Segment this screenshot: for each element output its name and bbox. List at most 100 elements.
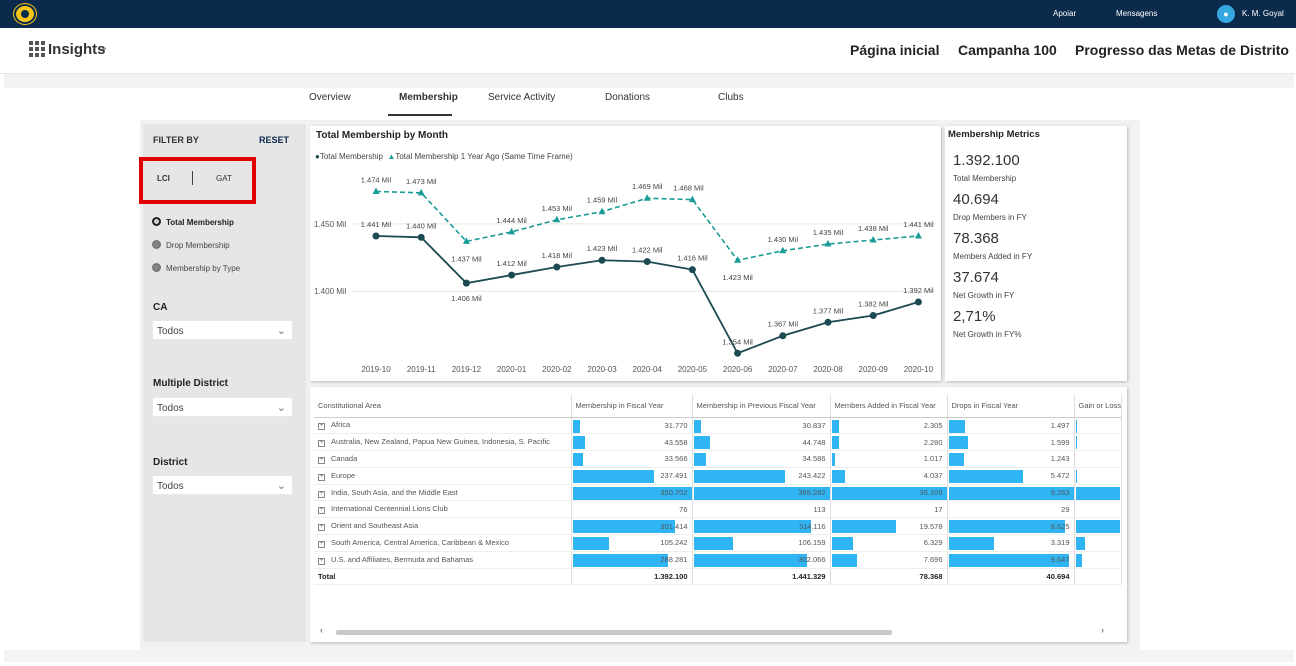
table-cell: 2.305 — [830, 417, 948, 435]
membership-chart-card: Total Membership by Month ●Total Members… — [310, 126, 941, 381]
table-cell: 76 — [571, 500, 693, 519]
cell-value: 314.116 — [798, 521, 826, 531]
legend-circle-icon: ● — [315, 152, 320, 161]
data-bar — [831, 537, 853, 551]
expand-icon[interactable]: + — [318, 456, 325, 464]
top-bar: Apoiar Mensagens ● K. M. Goyal — [0, 0, 1296, 28]
table-row[interactable]: + Europe 237.491 243.422 4.037 5.472 — [314, 467, 1123, 485]
data-bar — [831, 453, 835, 467]
metric-members-added-label: Members Added in FY — [953, 252, 1033, 261]
table-row[interactable]: + Orient and Southeast Asia 301.414 314.116… — [314, 517, 1123, 536]
row-name: + Australia, New Zealand, Papua New Guine… — [314, 433, 572, 452]
scroll-left-icon[interactable]: ‹ — [320, 625, 323, 635]
radio-total-membership[interactable]: Total Membership — [152, 217, 234, 227]
horizontal-scrollbar[interactable]: ‹ › — [314, 625, 1120, 637]
tab-service-activity[interactable]: Service Activity — [488, 92, 556, 103]
table-row[interactable]: + India, South Asia, and the Middle East 3… — [314, 484, 1123, 502]
app-launcher-icon[interactable] — [29, 41, 45, 57]
table-row[interactable]: + International Centennial Lions Club 76 11… — [314, 500, 1123, 519]
table-cell: 44.748 — [692, 433, 831, 452]
data-label: 1.392 Mil — [903, 286, 934, 295]
tab-donations[interactable]: Donations — [605, 92, 651, 103]
ca-dropdown[interactable]: Todos ⌄ — [152, 320, 293, 340]
chevron-down-icon[interactable]: ⌄ — [100, 42, 109, 53]
radio-label: Membership by Type — [166, 264, 241, 273]
table-cell: 106.159 — [692, 534, 831, 552]
triangle-marker — [824, 240, 832, 247]
data-bar — [831, 486, 946, 500]
table-row[interactable]: + South America, Central America, Caribbe… — [314, 534, 1123, 552]
table-row[interactable]: + U.S. and Affiliates, Bermuda and Bahama… — [314, 551, 1123, 569]
nav-home[interactable]: Página inicial — [850, 42, 940, 58]
expand-icon[interactable]: + — [318, 507, 325, 515]
legend-series-1: Total Membership — [319, 152, 383, 161]
row-label: Canada — [331, 453, 358, 463]
col-header-drops[interactable]: Drops in Fiscal Year — [947, 395, 1075, 418]
row-name: + Canada — [314, 450, 572, 468]
radio-drop-membership[interactable]: Drop Membership — [152, 240, 230, 250]
col-header-gain-loss[interactable]: Gain or Loss — [1074, 395, 1123, 418]
table-row[interactable]: + Australia, New Zealand, Papua New Guine… — [314, 433, 1123, 452]
table-cell: 9.263 — [947, 484, 1075, 502]
chevron-down-icon: ⌄ — [276, 402, 286, 414]
scroll-right-icon[interactable]: › — [1101, 625, 1104, 635]
table-row[interactable]: + Canada 33.566 34.586 1.017 1.243 — [314, 450, 1123, 468]
radio-membership-by-type[interactable]: Membership by Type — [152, 263, 240, 273]
x-tick-label: 2020-01 — [497, 365, 527, 374]
toggle-lci[interactable]: LCI — [157, 174, 170, 183]
table-cell: 243.422 — [692, 467, 831, 485]
cell-value: 301.414 — [660, 521, 688, 531]
nav-district-goals[interactable]: Progresso das Metas de Distrito — [1075, 42, 1289, 58]
cell-value: 2.305 — [923, 420, 943, 430]
col-header-membership-fy[interactable]: Membership in Fiscal Year — [571, 395, 693, 418]
cell-value: 365.282 — [798, 488, 826, 498]
table-cell: 43.558 — [571, 433, 693, 452]
row-name: + Europe — [314, 467, 572, 485]
lci-gat-toggle — [139, 157, 256, 204]
row-name: + U.S. and Affiliates, Bermuda and Bahama… — [314, 551, 572, 569]
x-tick-label: 2020-08 — [813, 365, 843, 374]
data-label: 1.468 Mil — [673, 184, 704, 193]
row-label: U.S. and Affiliates, Bermuda and Bahamas — [331, 554, 474, 564]
data-bar — [1075, 537, 1085, 551]
col-header-membership-prev-fy[interactable]: Membership in Previous Fiscal Year — [692, 395, 831, 418]
cell-value: 31.770 — [664, 420, 688, 430]
reset-button[interactable]: RESET — [259, 135, 290, 145]
toggle-gat[interactable]: GAT — [216, 174, 232, 183]
tab-membership[interactable]: Membership — [399, 92, 458, 103]
data-label: 1.440 Mil — [406, 221, 437, 230]
expand-icon[interactable]: + — [318, 423, 325, 431]
nav-campaign-100[interactable]: Campanha 100 — [958, 42, 1057, 58]
support-link[interactable]: Apoiar — [1053, 9, 1077, 18]
data-label: 1.459 Mil — [587, 196, 618, 205]
expand-icon[interactable]: + — [318, 440, 325, 448]
user-name[interactable]: K. M. Goyal — [1242, 9, 1284, 18]
table-cell — [1074, 467, 1123, 485]
messages-link[interactable]: Mensagens — [1116, 9, 1158, 18]
cell-value: 78.368 — [919, 572, 943, 582]
slicer-label-ca: CA — [153, 302, 168, 313]
expand-icon[interactable]: + — [318, 490, 325, 498]
chart-legend: ●Total Membership ▲Total Membership 1 Ye… — [315, 152, 573, 161]
lions-logo-icon[interactable] — [14, 4, 36, 24]
user-avatar-icon[interactable]: ● — [1217, 5, 1235, 23]
table-cell: 3.319 — [947, 534, 1075, 552]
cell-value: 40.694 — [1046, 572, 1070, 582]
scrollbar-thumb[interactable] — [336, 630, 892, 635]
col-header-members-added[interactable]: Members Added in Fiscal Year — [830, 395, 948, 418]
row-name: + South America, Central America, Caribbe… — [314, 534, 572, 552]
legend-triangle-icon: ▲ — [387, 152, 396, 161]
expand-icon[interactable]: + — [318, 540, 325, 548]
circle-marker — [462, 279, 470, 287]
tab-overview[interactable]: Overview — [309, 92, 351, 103]
multiple-district-dropdown[interactable]: Todos ⌄ — [152, 397, 293, 417]
app-name[interactable]: Insights — [48, 41, 106, 58]
tab-clubs[interactable]: Clubs — [718, 92, 744, 103]
expand-icon[interactable]: + — [318, 473, 325, 481]
col-header-constitutional-area[interactable]: Constitutional Area — [314, 395, 572, 418]
expand-icon[interactable]: + — [318, 557, 325, 565]
district-dropdown[interactable]: Todos ⌄ — [152, 475, 293, 495]
table-row[interactable]: + Africa 31.770 30.837 2.305 1.497 — [314, 417, 1123, 435]
table-cell: 5.472 — [947, 467, 1075, 485]
expand-icon[interactable]: + — [318, 524, 325, 532]
